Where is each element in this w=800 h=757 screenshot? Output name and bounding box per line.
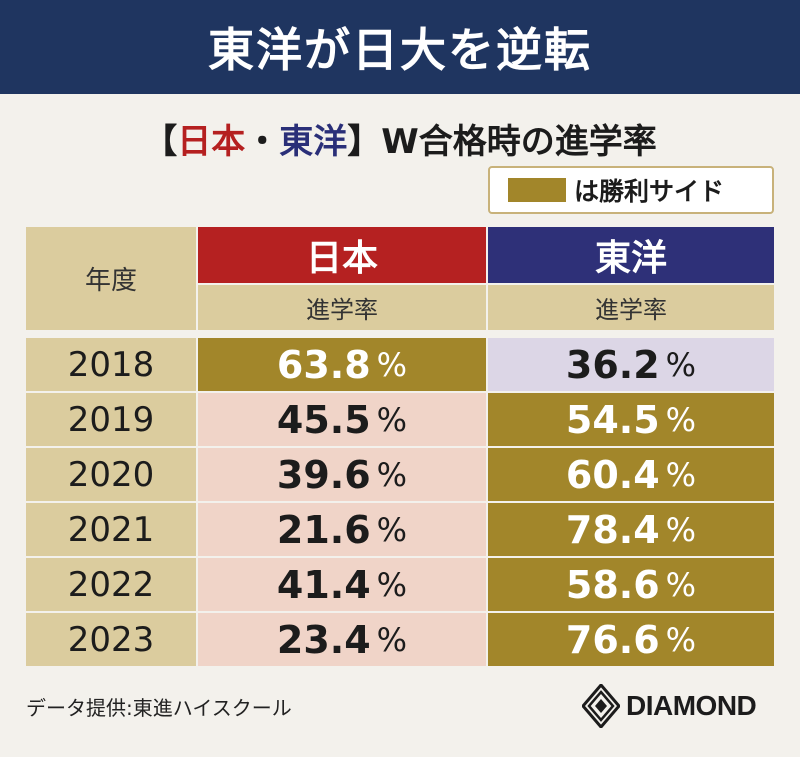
toyo-name: 東洋 bbox=[488, 227, 774, 283]
table-subtitle: 【日本・東洋】 W合格時の進学率 bbox=[0, 113, 800, 163]
unit: % bbox=[665, 400, 697, 439]
nichidai-value-cell: 23.4% bbox=[198, 613, 486, 666]
value: 23.4 bbox=[276, 617, 371, 662]
toyo-value-cell: 78.4% bbox=[486, 503, 774, 556]
subtitle-rest: W合格時の進学率 bbox=[381, 121, 657, 162]
brand-logo: DIAMOND bbox=[582, 684, 757, 728]
value: 39.6 bbox=[276, 452, 371, 497]
table-row: 2022 41.4% 58.6% bbox=[26, 558, 774, 613]
unit: % bbox=[665, 455, 697, 494]
value: 63.8 bbox=[276, 342, 371, 387]
value: 36.2 bbox=[565, 342, 660, 387]
value: 60.4 bbox=[565, 452, 660, 497]
nichidai-header: 日本 進学率 bbox=[198, 227, 486, 330]
unit: % bbox=[376, 565, 408, 604]
toyo-value-cell: 60.4% bbox=[486, 448, 774, 501]
nichidai-value-cell: 63.8% bbox=[198, 338, 486, 391]
legend-label: は勝利サイド bbox=[574, 177, 725, 206]
subtitle-nichidai: 日本 bbox=[177, 121, 246, 162]
nichidai-subheader: 進学率 bbox=[198, 283, 486, 330]
year-cell: 2023 bbox=[26, 613, 198, 666]
table-row: 2023 23.4% 76.6% bbox=[26, 613, 774, 668]
table-body: 2018 63.8% 36.2% 2019 45.5% 54.5% 2020 3… bbox=[26, 338, 774, 668]
unit: % bbox=[376, 400, 408, 439]
value: 41.4 bbox=[276, 562, 371, 607]
unit: % bbox=[665, 510, 697, 549]
table-row: 2021 21.6% 78.4% bbox=[26, 503, 774, 558]
toyo-header: 東洋 進学率 bbox=[486, 227, 774, 330]
legend-box: は勝利サイド bbox=[488, 166, 774, 214]
diamond-logo-icon bbox=[582, 684, 620, 728]
year-cell: 2020 bbox=[26, 448, 198, 501]
table-row: 2020 39.6% 60.4% bbox=[26, 448, 774, 503]
value: 21.6 bbox=[276, 507, 371, 552]
unit: % bbox=[665, 620, 697, 659]
subtitle-close-bracket: 】 bbox=[347, 121, 382, 162]
value: 76.6 bbox=[565, 617, 660, 662]
year-cell: 2018 bbox=[26, 338, 198, 391]
unit: % bbox=[665, 345, 697, 384]
nichidai-value-cell: 39.6% bbox=[198, 448, 486, 501]
value: 54.5 bbox=[565, 397, 660, 442]
year-cell: 2021 bbox=[26, 503, 198, 556]
unit: % bbox=[665, 565, 697, 604]
year-cell: 2022 bbox=[26, 558, 198, 611]
unit: % bbox=[376, 620, 408, 659]
nichidai-value-cell: 45.5% bbox=[198, 393, 486, 446]
toyo-value-cell: 76.6% bbox=[486, 613, 774, 666]
toyo-value-cell: 36.2% bbox=[486, 338, 774, 391]
toyo-subheader: 進学率 bbox=[488, 283, 774, 330]
unit: % bbox=[376, 455, 408, 494]
subtitle-open-bracket: 【 bbox=[143, 121, 178, 162]
value: 78.4 bbox=[565, 507, 660, 552]
subtitle-toyo: 東洋 bbox=[279, 121, 348, 162]
table-header: 年度 日本 進学率 東洋 進学率 bbox=[26, 227, 774, 330]
data-source-note: データ提供:東進ハイスクール bbox=[26, 696, 292, 720]
subtitle-dot: ・ bbox=[245, 121, 280, 162]
page-title: 東洋が日大を逆転 bbox=[208, 23, 592, 77]
value: 45.5 bbox=[276, 397, 371, 442]
results-table: 年度 日本 進学率 東洋 進学率 2018 63.8% 36.2% 2019 4… bbox=[26, 227, 774, 668]
year-cell: 2019 bbox=[26, 393, 198, 446]
table-row: 2018 63.8% 36.2% bbox=[26, 338, 774, 393]
brand-name: DIAMOND bbox=[626, 690, 757, 721]
legend-swatch bbox=[508, 178, 566, 202]
unit: % bbox=[376, 510, 408, 549]
table-row: 2019 45.5% 54.5% bbox=[26, 393, 774, 448]
value: 58.6 bbox=[565, 562, 660, 607]
year-header: 年度 bbox=[26, 227, 198, 330]
title-banner: 東洋が日大を逆転 bbox=[0, 0, 800, 94]
toyo-value-cell: 54.5% bbox=[486, 393, 774, 446]
nichidai-value-cell: 41.4% bbox=[198, 558, 486, 611]
toyo-value-cell: 58.6% bbox=[486, 558, 774, 611]
nichidai-name: 日本 bbox=[198, 227, 486, 283]
unit: % bbox=[376, 345, 408, 384]
nichidai-value-cell: 21.6% bbox=[198, 503, 486, 556]
